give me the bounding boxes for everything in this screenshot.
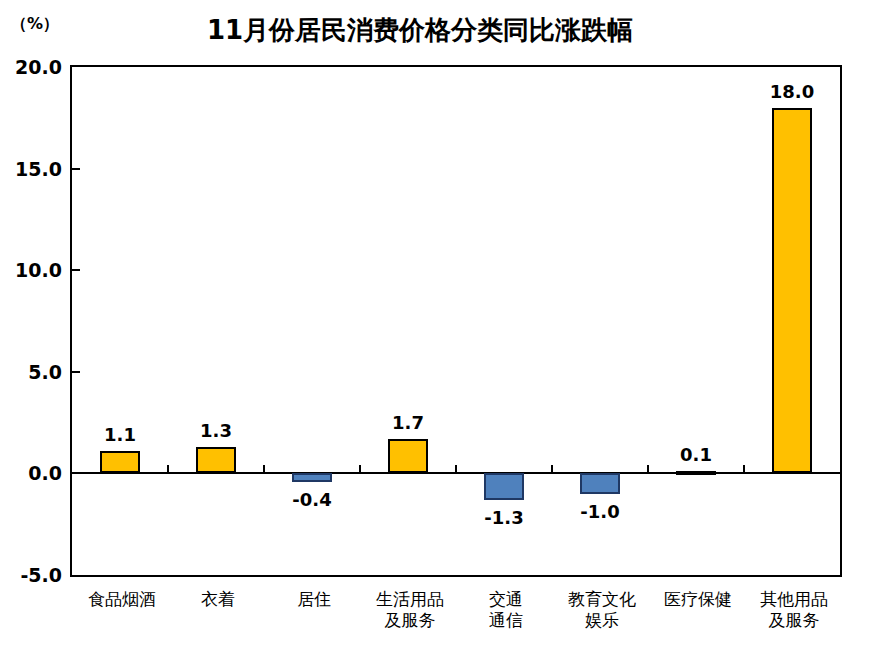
x-axis-category-label: 衣着 <box>201 589 235 610</box>
x-axis-category-label-line: 食品烟酒 <box>88 589 156 610</box>
x-axis-category-label: 食品烟酒 <box>88 589 156 610</box>
x-axis-tick-mark <box>167 465 169 473</box>
x-axis-category-label-line: 衣着 <box>201 589 235 610</box>
x-axis-tick-mark <box>647 465 649 473</box>
x-axis-category-label-line: 交通 <box>489 589 523 610</box>
y-axis-tick-mark <box>72 168 80 170</box>
bar-value-label: -1.0 <box>580 501 619 522</box>
x-axis-category-label-line: 娱乐 <box>568 610 636 631</box>
bar <box>292 473 332 481</box>
y-axis-tick-label: 0.0 <box>0 462 62 484</box>
x-axis-category-label-line: 生活用品 <box>376 589 444 610</box>
bar-value-label: -0.4 <box>292 489 331 510</box>
y-axis-tick-label: -5.0 <box>0 564 62 586</box>
bar-value-label: 0.1 <box>680 444 712 465</box>
bar <box>772 108 812 474</box>
x-axis-category-label-line: 通信 <box>489 610 523 631</box>
x-axis-category-label-line: 教育文化 <box>568 589 636 610</box>
x-axis-category-label-line: 医疗保健 <box>664 589 732 610</box>
x-axis-tick-mark <box>263 465 265 473</box>
plot-area <box>70 65 842 577</box>
x-axis-category-label-line: 及服务 <box>760 610 828 631</box>
x-axis-tick-mark <box>551 465 553 473</box>
y-axis-tick-label: 5.0 <box>0 361 62 383</box>
x-axis-category-label-line: 及服务 <box>376 610 444 631</box>
y-axis-tick-mark <box>72 269 80 271</box>
x-axis-category-label: 教育文化娱乐 <box>568 589 636 631</box>
x-axis-category-label: 交通通信 <box>489 589 523 631</box>
chart-title: 11月份居民消费价格分类同比涨跌幅 <box>0 13 840 48</box>
x-axis-tick-mark <box>359 465 361 473</box>
bar-value-label: 18.0 <box>770 81 814 102</box>
x-axis-category-label: 其他用品及服务 <box>760 589 828 631</box>
y-axis-tick-label: 15.0 <box>0 158 62 180</box>
bar <box>484 473 524 499</box>
bar-value-label: 1.3 <box>200 420 232 441</box>
bar <box>388 439 428 474</box>
x-axis-category-label-line: 其他用品 <box>760 589 828 610</box>
bar-value-label: 1.7 <box>392 412 424 433</box>
y-axis-tick-label: 20.0 <box>0 56 62 78</box>
bar-value-label: 1.1 <box>104 424 136 445</box>
bar <box>100 451 140 473</box>
x-axis-tick-mark <box>743 465 745 473</box>
cpi-category-bar-chart: （%） 11月份居民消费价格分类同比涨跌幅 20.015.010.05.00.0… <box>0 0 894 649</box>
y-axis-tick-mark <box>72 371 80 373</box>
bar-value-label: -1.3 <box>484 507 523 528</box>
x-axis-category-label: 医疗保健 <box>664 589 732 610</box>
y-axis-tick-label: 10.0 <box>0 259 62 281</box>
bar <box>676 471 716 475</box>
x-axis-category-label: 生活用品及服务 <box>376 589 444 631</box>
x-axis-category-label: 居住 <box>297 589 331 610</box>
bar <box>196 447 236 473</box>
x-axis-category-label-line: 居住 <box>297 589 331 610</box>
bar <box>580 473 620 493</box>
x-axis-tick-mark <box>455 465 457 473</box>
